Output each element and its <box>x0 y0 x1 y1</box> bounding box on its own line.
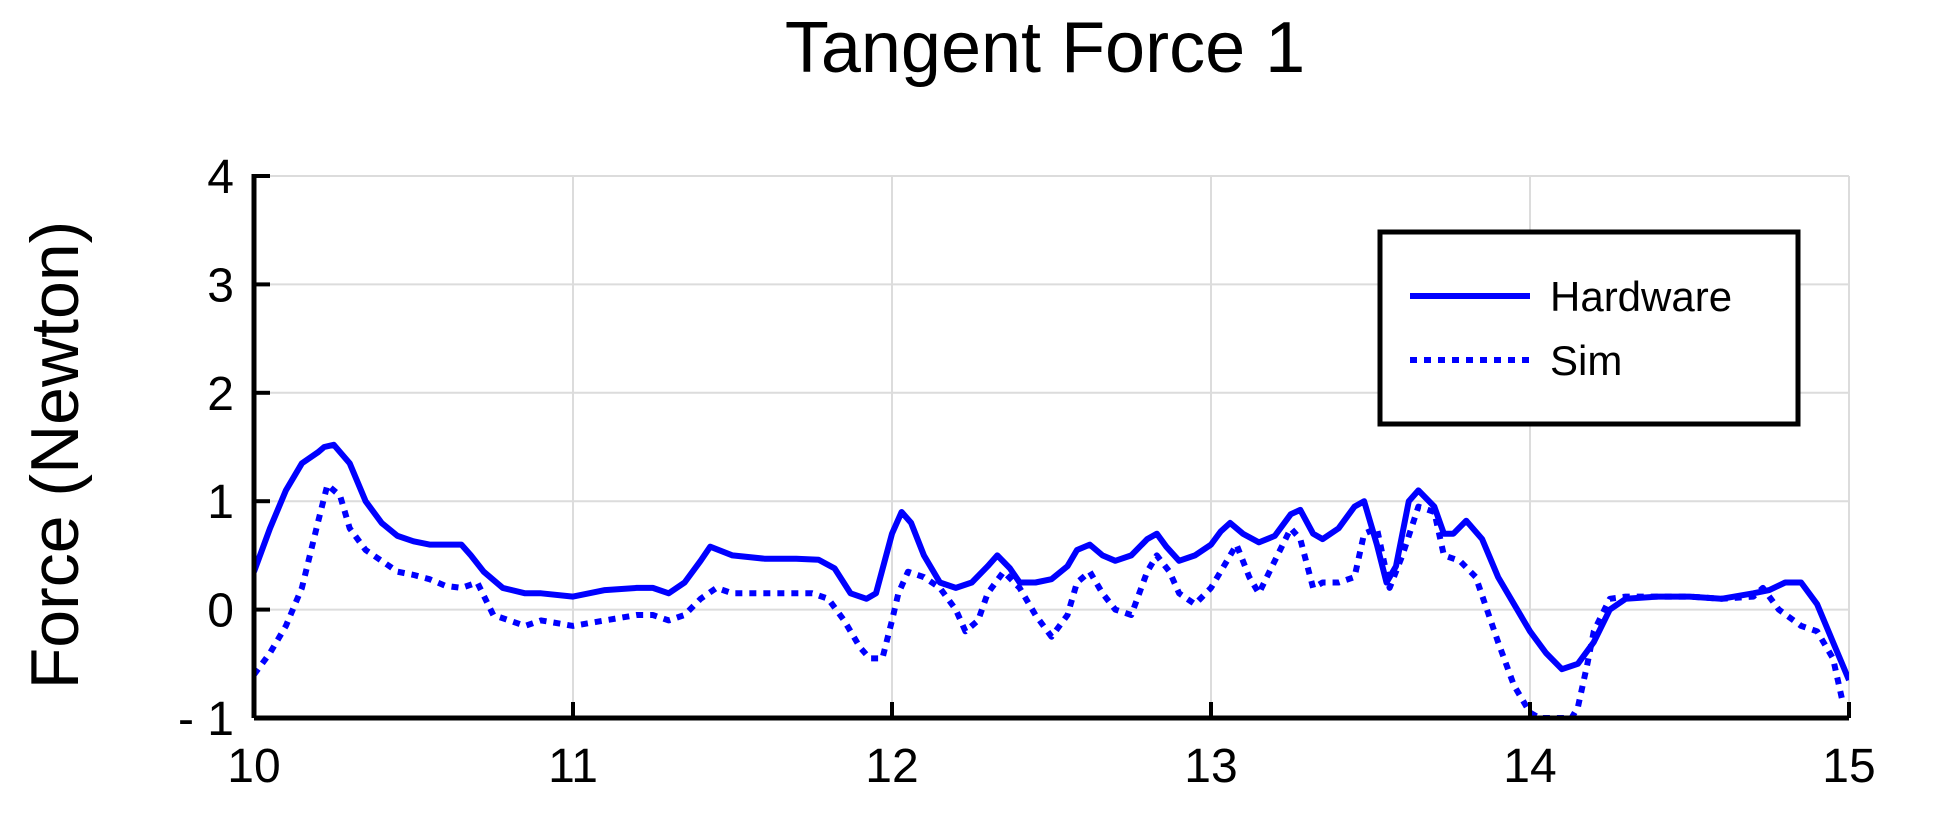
chart-title: Tangent Force 1 <box>785 8 1305 88</box>
legend: Hardware Sim <box>1377 229 1801 427</box>
x-tick-label: 15 <box>1822 740 1875 793</box>
x-tick-label: 12 <box>865 740 918 793</box>
series-line-sim <box>254 481 1846 718</box>
y-tick-label: 1 <box>207 476 234 529</box>
x-tick-label: 11 <box>548 740 598 793</box>
y-tick-label: 4 <box>207 151 234 204</box>
y-tick-label: 3 <box>207 259 234 312</box>
y-axis-label: Force (Newton) <box>17 221 93 690</box>
legend-box <box>1377 229 1801 427</box>
legend-label-hardware: Hardware <box>1550 273 1732 320</box>
x-tick-label: 13 <box>1184 740 1237 793</box>
plot-area <box>254 441 1849 718</box>
y-tick-label: - 1 <box>178 693 234 746</box>
x-tick-label: 10 <box>227 740 280 793</box>
series-line-hardware <box>254 441 1849 682</box>
y-tick-label: 2 <box>207 368 234 421</box>
x-tick-label: 14 <box>1503 740 1556 793</box>
y-tick-label: 0 <box>207 585 234 638</box>
legend-label-sim: Sim <box>1550 337 1622 384</box>
